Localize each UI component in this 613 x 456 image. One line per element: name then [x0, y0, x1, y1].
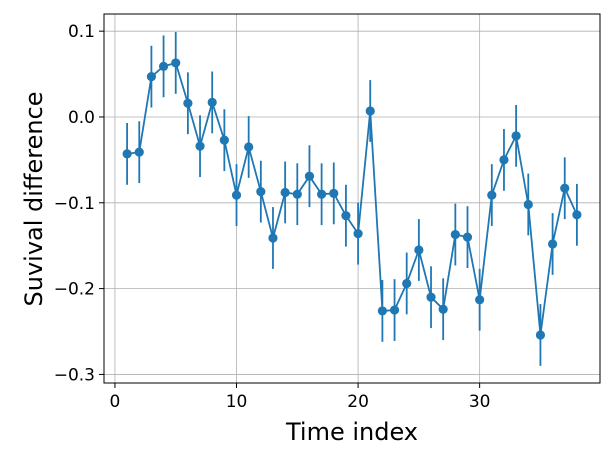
- data-point: [462, 232, 473, 242]
- data-point: [317, 189, 327, 199]
- data-point: [146, 72, 157, 82]
- data-point: [572, 210, 582, 220]
- data-point: [268, 233, 278, 243]
- grid: [104, 14, 600, 383]
- data-point: [438, 304, 448, 314]
- data-point: [244, 142, 254, 152]
- y-axis-label: Suvival difference: [20, 91, 48, 306]
- x-tick-label: 10: [226, 392, 248, 412]
- data-point: [280, 187, 290, 198]
- data-point: [183, 98, 193, 108]
- plot-frame: [103, 13, 601, 384]
- data-point: [219, 135, 229, 145]
- data-point: [377, 306, 387, 316]
- data-point: [426, 292, 436, 302]
- x-tick-label: 30: [469, 392, 491, 412]
- data-point: [402, 278, 412, 289]
- data-point: [523, 199, 533, 210]
- data-point: [499, 155, 509, 165]
- data-point: [487, 190, 497, 200]
- data-point: [171, 58, 181, 68]
- tick-layer: 0 10 20 30 −0.3 −0.2 −0.1 0.0 0.1: [54, 22, 491, 412]
- y-tick-label: −0.3: [54, 365, 95, 385]
- y-tick-label: 0.1: [68, 22, 95, 42]
- data-point: [304, 171, 315, 181]
- series-layer: [122, 32, 582, 366]
- y-tick-label: −0.2: [54, 280, 95, 300]
- data-point: [158, 61, 169, 71]
- data-point: [365, 106, 375, 116]
- data-point: [535, 330, 546, 340]
- data-point: [560, 183, 570, 193]
- data-point: [329, 188, 339, 198]
- data-point: [475, 295, 485, 305]
- x-tick-label: 0: [110, 392, 121, 412]
- x-tick-label: 20: [347, 392, 369, 412]
- data-point: [195, 141, 205, 151]
- data-point: [353, 229, 363, 239]
- data-point: [547, 239, 558, 249]
- data-point: [256, 187, 266, 197]
- data-point: [207, 97, 217, 107]
- data-point: [231, 190, 242, 200]
- data-point: [134, 147, 144, 157]
- x-axis-label: Time index: [285, 418, 418, 446]
- data-point: [389, 305, 400, 315]
- data-point: [122, 149, 132, 159]
- data-point: [450, 229, 460, 240]
- series-line: [126, 62, 578, 336]
- data-point: [341, 211, 351, 221]
- data-point: [414, 245, 424, 255]
- y-tick-label: −0.1: [54, 194, 95, 214]
- y-tick-label: 0.0: [68, 108, 95, 128]
- data-point: [292, 189, 302, 199]
- data-point: [511, 131, 521, 141]
